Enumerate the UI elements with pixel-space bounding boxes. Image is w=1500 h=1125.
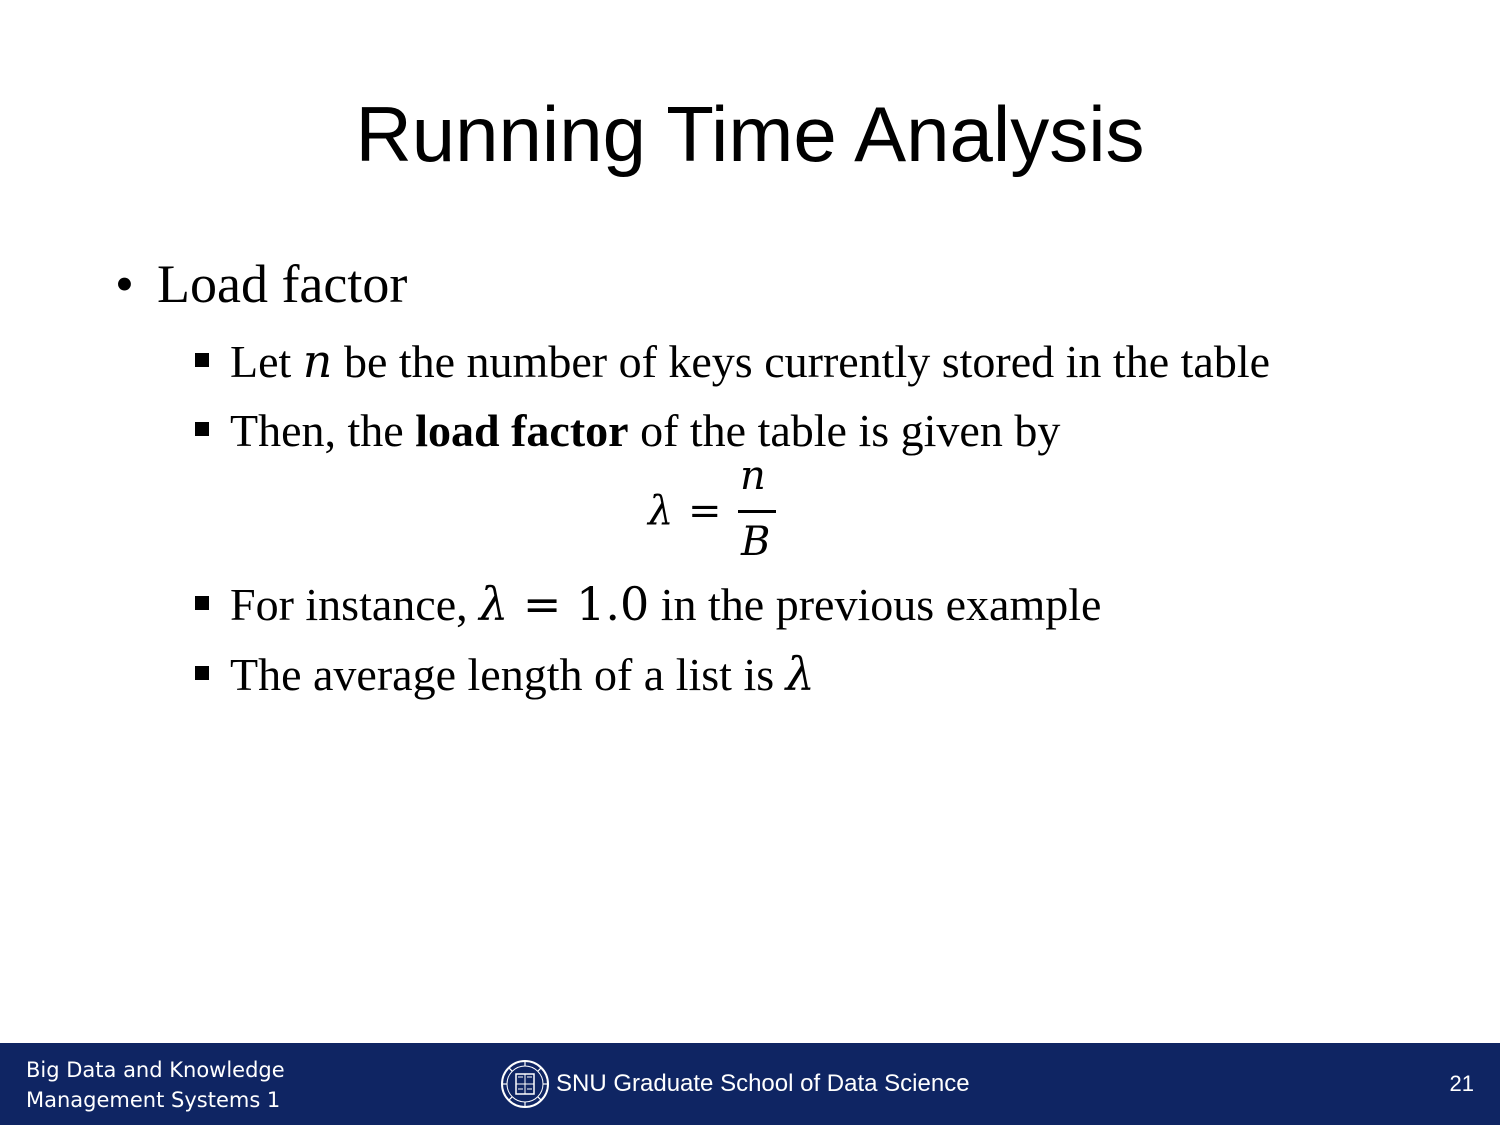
snu-emblem-icon [500, 1059, 550, 1109]
sub-bullet-text-pre: For instance, [230, 579, 479, 630]
square-bullet-icon [195, 422, 209, 436]
math-var-lambda: λ [786, 647, 815, 701]
sub-bullet-text-post: of the table is given by [629, 405, 1061, 456]
sub-bullet-text-pre: Then, the [230, 405, 415, 456]
footer-bar: Big Data and Knowledge Management System… [0, 1043, 1500, 1125]
math-equals-value: = 1.0 [508, 577, 649, 631]
footer-course-title: Big Data and Knowledge Management System… [26, 1055, 285, 1115]
sub-bullet-average-length: The average length of a list is λ [195, 646, 815, 703]
sub-bullet-for-instance: For instance, λ = 1.0 in the previous ex… [195, 576, 1101, 633]
sub-bullet-text-post: be the number of keys currently stored i… [332, 336, 1270, 387]
sub-bullet-then-load-factor: Then, the load factor of the table is gi… [195, 403, 1060, 459]
bullet-load-factor: • Load factor [115, 252, 407, 316]
square-bullet-icon [195, 353, 209, 367]
footer-school-name: SNU Graduate School of Data Science [556, 1070, 970, 1098]
page-number: 21 [1450, 1071, 1474, 1097]
footer-course-line-1: Big Data and Knowledge [26, 1055, 285, 1085]
sub-bullet-text-pre: The average length of a list is [230, 649, 786, 700]
bullet-marker: • [115, 252, 157, 316]
formula-denominator: B [741, 518, 770, 566]
load-factor-formula: λ = n B [648, 456, 808, 566]
slide-title: Running Time Analysis [0, 88, 1500, 180]
bullet-text: Load factor [157, 254, 407, 314]
sub-bullet-let-n: Let n be the number of keys currently st… [195, 333, 1270, 390]
math-var-lambda: λ [479, 577, 508, 631]
footer-school-brand: SNU Graduate School of Data Science [500, 1059, 970, 1109]
formula-lambda: λ [648, 486, 673, 536]
footer-course-line-2: Management Systems 1 [26, 1085, 285, 1115]
square-bullet-icon [195, 596, 209, 610]
bold-term-load-factor: load factor [415, 405, 628, 456]
fraction-bar [738, 510, 776, 513]
math-var-n: n [303, 334, 333, 388]
formula-equals: = [688, 486, 722, 536]
square-bullet-icon [195, 666, 209, 680]
sub-bullet-text-post: in the previous example [649, 579, 1101, 630]
formula-numerator: n [740, 452, 766, 500]
sub-bullet-text-pre: Let [230, 336, 303, 387]
